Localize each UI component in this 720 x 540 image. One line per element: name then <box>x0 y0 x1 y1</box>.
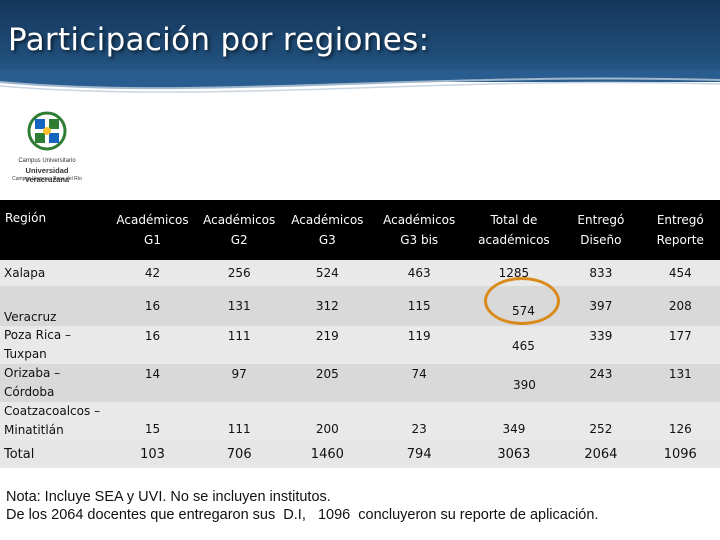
cell-reporte: 208 <box>668 299 692 313</box>
cell-g1: 16 <box>144 329 161 343</box>
logo-emblem-icon <box>27 111 67 151</box>
total-reporte: 1096 <box>640 440 720 468</box>
footnote-line1: Nota: Incluye SEA y UVI. No se incluyen … <box>6 489 331 505</box>
table-row: Veracruz 16 131 312 115 397 208 <box>0 286 720 326</box>
cell-g2: 111 <box>227 422 251 436</box>
total-label: Total <box>0 440 110 468</box>
total-diseno: 2064 <box>561 440 641 468</box>
table-row: Poza Rica – Tuxpan 16 111 219 119 339 17… <box>0 326 720 364</box>
cell-g3bis: 23 <box>411 422 427 436</box>
header-g1: Académicos G1 <box>116 213 189 247</box>
total-g2: 706 <box>195 440 283 468</box>
cell-reporte: 177 <box>668 329 692 343</box>
region-name: Orizaba – Córdoba <box>4 366 61 399</box>
table-row: Coatzacoalcos – Minatitlán 15 111 200 23… <box>0 402 720 440</box>
region-name: Poza Rica – Tuxpan <box>4 328 72 361</box>
header-g3bis: Académicos G3 bis <box>383 213 456 247</box>
total-g3: 1460 <box>282 440 372 468</box>
footnote-line2: De los 2064 docentes que entregaron sus … <box>6 507 599 523</box>
slide-title: Participación por regiones: <box>8 22 430 58</box>
logo-text-line1: Campus Universitario <box>18 158 76 164</box>
logo-text-line3: Campus Veracruz Boca del Río <box>12 176 82 182</box>
cell-g1: 42 <box>144 266 161 280</box>
table-row: Xalapa 42 256 524 463 1285 833 454 <box>0 260 720 286</box>
total-orizaba: 390 <box>513 378 536 392</box>
cell-g3bis: 74 <box>411 367 427 381</box>
cell-g2: 131 <box>227 299 251 313</box>
cell-diseno: 397 <box>589 299 613 313</box>
cell-diseno: 833 <box>589 266 613 280</box>
cell-g1: 14 <box>144 367 161 381</box>
cell-g3: 524 <box>315 266 339 280</box>
cell-g3: 312 <box>315 299 339 313</box>
cell-total: 349 <box>502 422 526 436</box>
header-wave-decoration <box>0 70 720 93</box>
total-row: Total 103 706 1460 794 3063 2064 1096 <box>0 440 720 468</box>
total-g1: 103 <box>109 440 196 468</box>
header-reporte: Entregó Reporte <box>656 213 704 247</box>
regions-table: Región Académicos G1 Académicos G2 Acadé… <box>0 200 720 468</box>
cell-diseno: 339 <box>589 329 613 343</box>
cell-g1: 16 <box>144 299 161 313</box>
cell-g2: 111 <box>227 329 251 343</box>
cell-diseno: 252 <box>589 422 613 436</box>
cell-g3bis: 115 <box>407 299 431 313</box>
slide-header: Participación por regiones: <box>0 0 720 82</box>
header-g2: Académicos G2 <box>203 213 276 247</box>
region-name: Coatzacoalcos – Minatitlán <box>4 404 101 437</box>
cell-total: 1285 <box>498 266 530 280</box>
total-veracruz: 574 <box>512 304 535 318</box>
footnote: Nota: Incluye SEA y UVI. No se incluyen … <box>6 488 598 524</box>
logo-text-line2: Universidad Veracruzana <box>24 166 70 184</box>
region-name: Xalapa <box>4 266 46 280</box>
table-header-row: Región Académicos G1 Académicos G2 Acadé… <box>0 200 720 260</box>
cell-g2: 256 <box>227 266 251 280</box>
header-total: Total de académicos <box>478 213 550 247</box>
cell-g2: 97 <box>231 367 247 381</box>
cell-g3: 219 <box>315 329 339 343</box>
total-total: 3063 <box>466 440 562 468</box>
table-row: Orizaba – Córdoba 14 97 205 74 243 131 <box>0 364 720 402</box>
region-name: Veracruz <box>4 310 57 324</box>
cell-g3: 200 <box>315 422 339 436</box>
university-logo: Campus Universitario Universidad Veracru… <box>6 108 88 184</box>
cell-diseno: 243 <box>589 367 613 381</box>
cell-reporte: 131 <box>668 367 692 381</box>
cell-g3bis: 463 <box>407 266 431 280</box>
cell-reporte: 454 <box>668 266 692 280</box>
cell-reporte: 126 <box>668 422 692 436</box>
total-g3bis: 794 <box>371 440 467 468</box>
cell-g1: 15 <box>144 422 161 436</box>
header-diseno: Entregó Diseño <box>577 213 625 247</box>
header-g3: Académicos G3 <box>291 213 364 247</box>
total-poza-rica: 465 <box>512 339 535 353</box>
cell-g3: 205 <box>315 367 339 381</box>
header-region: Región <box>5 211 47 225</box>
cell-g3bis: 119 <box>407 329 431 343</box>
